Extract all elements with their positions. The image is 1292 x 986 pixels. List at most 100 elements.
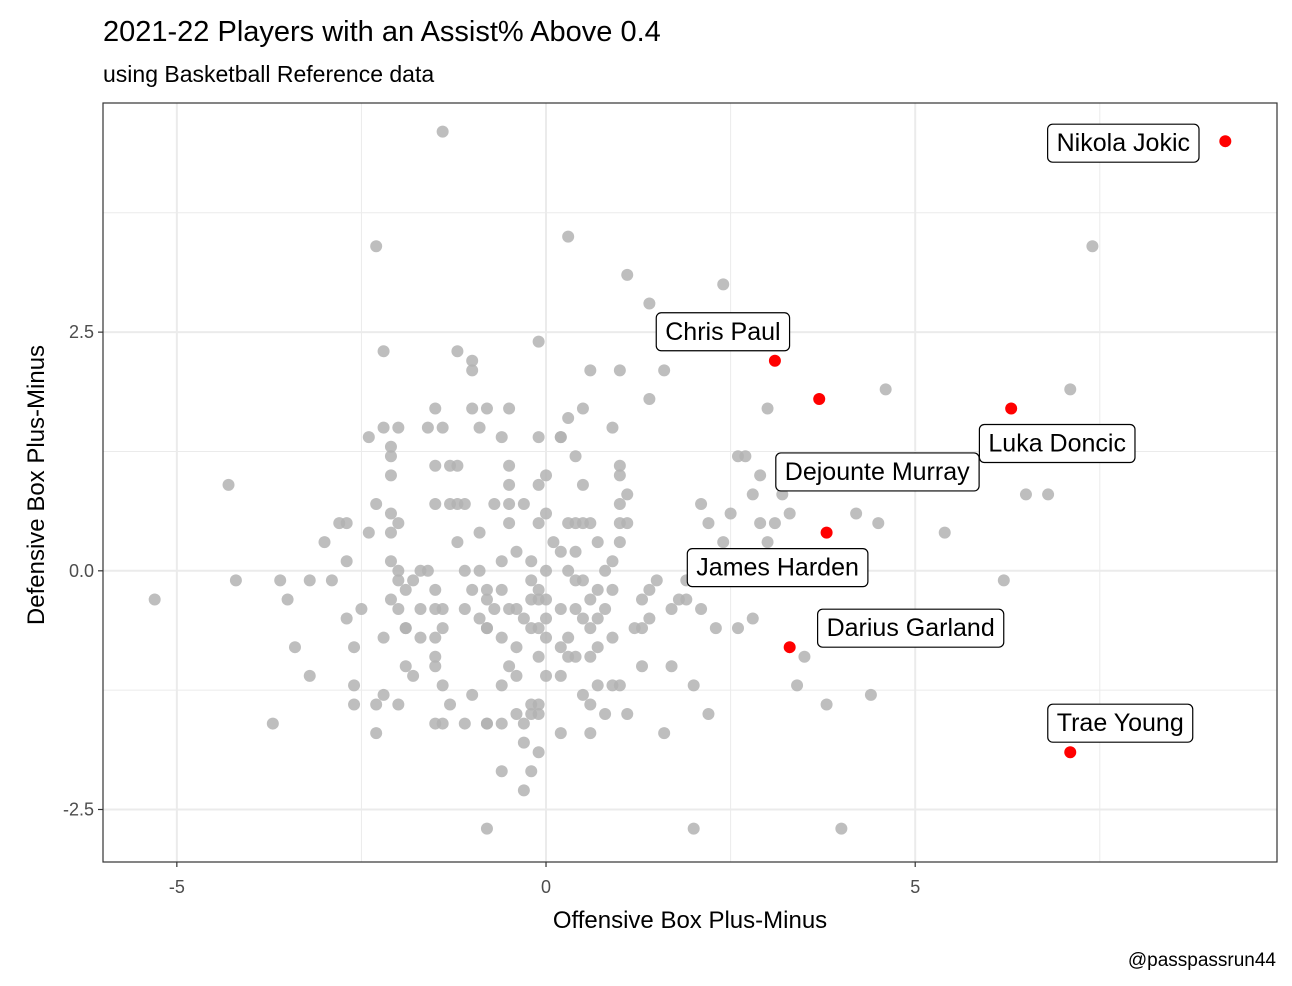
player-point — [540, 612, 553, 625]
player-point — [495, 583, 508, 596]
player-point — [384, 555, 397, 568]
player-point — [510, 641, 523, 654]
player-label: Trae Young — [1047, 703, 1194, 743]
chart-title: 2021-22 Players with an Assist% Above 0.… — [103, 16, 661, 48]
player-point — [576, 688, 589, 701]
player-point — [377, 688, 390, 701]
player-point — [444, 698, 457, 711]
player-point — [429, 459, 442, 472]
player-point — [1042, 488, 1055, 501]
player-point — [798, 650, 811, 663]
player-point — [532, 708, 545, 721]
player-label-text: Chris Paul — [665, 318, 780, 346]
player-point — [392, 517, 405, 530]
player-point — [540, 507, 553, 520]
player-point — [399, 622, 412, 635]
player-point — [879, 383, 892, 396]
player-point — [348, 641, 361, 654]
player-label-box — [817, 608, 1005, 648]
player-point — [510, 669, 523, 682]
player-point — [370, 240, 383, 253]
player-point — [621, 268, 634, 281]
player-point — [473, 612, 486, 625]
player-point — [532, 431, 545, 444]
player-point — [746, 488, 759, 501]
player-point — [591, 679, 604, 692]
player-point — [532, 650, 545, 663]
player-point — [606, 583, 619, 596]
player-point — [399, 583, 412, 596]
player-point — [872, 517, 885, 530]
player-point — [421, 421, 434, 434]
player-point — [525, 555, 538, 568]
player-point — [584, 727, 597, 740]
player-point — [606, 631, 619, 644]
player-point — [665, 603, 678, 615]
player-point — [562, 230, 575, 243]
highlighted-player-point — [820, 526, 833, 539]
player-point — [643, 297, 656, 310]
player-point — [739, 450, 752, 463]
player-label-box — [1047, 703, 1194, 743]
player-point — [503, 517, 516, 530]
player-point — [599, 564, 612, 577]
player-point — [731, 622, 744, 635]
player-point — [377, 631, 390, 644]
player-point — [606, 421, 619, 434]
player-point — [569, 545, 582, 558]
player-point — [761, 536, 774, 549]
player-point — [436, 421, 449, 434]
player-point — [274, 574, 287, 587]
player-point — [480, 583, 493, 596]
player-point — [421, 564, 434, 577]
player-point — [370, 698, 383, 711]
player-point — [517, 784, 530, 797]
player-point — [636, 593, 649, 606]
player-point — [532, 517, 545, 530]
player-point — [532, 335, 545, 348]
player-point — [458, 497, 471, 510]
player-point — [480, 717, 493, 730]
player-point — [510, 708, 523, 721]
player-point — [576, 402, 589, 415]
player-point — [480, 402, 493, 415]
player-point — [576, 574, 589, 587]
player-point — [370, 497, 383, 510]
player-point — [599, 708, 612, 721]
player-point — [576, 612, 589, 625]
player-point — [466, 354, 479, 367]
player-point — [348, 698, 361, 711]
player-point — [591, 641, 604, 654]
player-point — [503, 459, 516, 472]
player-label-text: Luka Doncic — [988, 430, 1126, 458]
player-point — [540, 669, 553, 682]
player-point — [288, 641, 301, 654]
player-point — [709, 622, 722, 635]
player-point — [1064, 383, 1077, 396]
player-label-text: Dejounte Murray — [785, 458, 970, 486]
highlighted-player-point — [813, 392, 826, 405]
panel-border — [102, 102, 1278, 863]
player-point — [746, 612, 759, 625]
chart-caption: @passpassrun44 — [1128, 950, 1277, 971]
player-point — [613, 679, 626, 692]
player-point — [665, 660, 678, 673]
player-label-text: James Harden — [696, 554, 859, 582]
player-point — [1019, 488, 1032, 501]
player-point — [613, 536, 626, 549]
player-point — [429, 583, 442, 596]
player-label-box — [775, 452, 980, 492]
player-point — [754, 469, 767, 482]
player-point — [392, 564, 405, 577]
player-point — [384, 469, 397, 482]
player-point — [384, 507, 397, 520]
player-point — [466, 402, 479, 415]
player-point — [613, 497, 626, 510]
player-point — [562, 564, 575, 577]
player-point — [429, 650, 442, 663]
player-point — [495, 631, 508, 644]
player-point — [562, 412, 575, 425]
highlighted-player-point — [768, 354, 781, 367]
player-point — [717, 278, 730, 291]
player-point — [488, 603, 501, 615]
